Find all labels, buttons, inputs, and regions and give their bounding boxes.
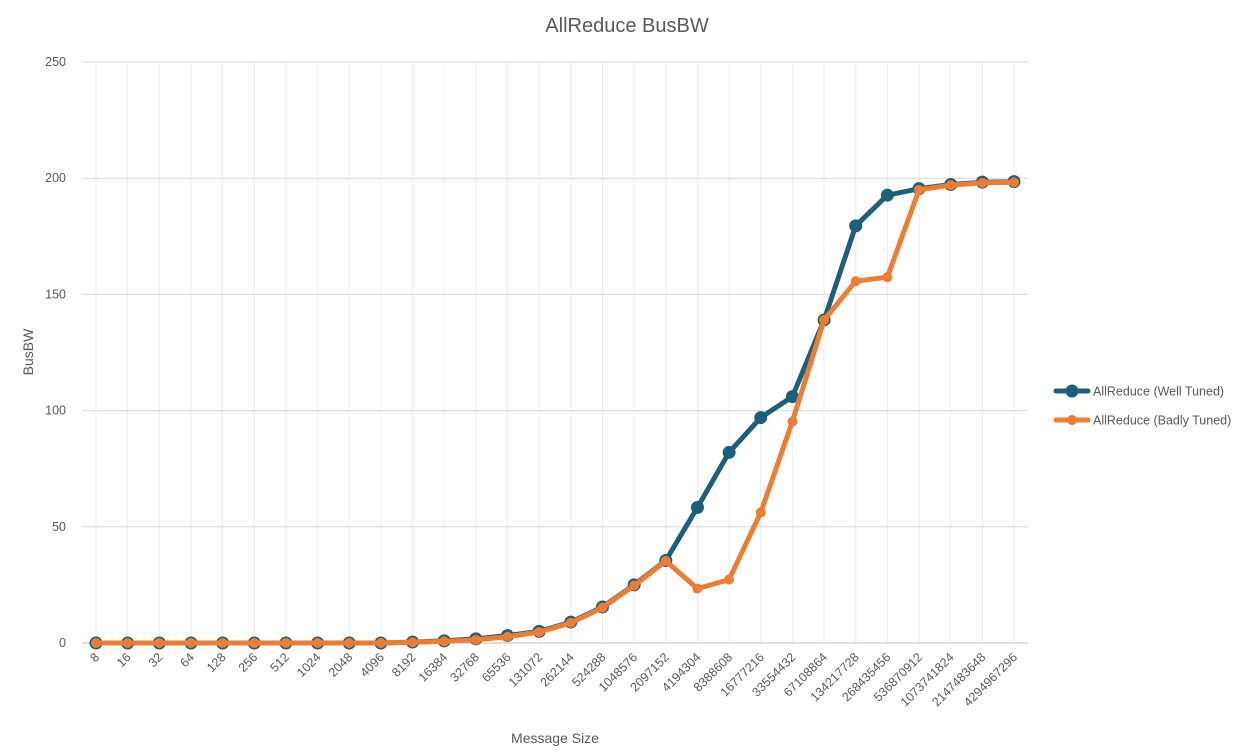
data-point: [754, 411, 768, 425]
x-tick-label: 1024: [294, 650, 324, 680]
y-tick-label: 100: [45, 404, 66, 418]
legend: AllReduce (Well Tuned) AllReduce (Badly T…: [1053, 384, 1231, 428]
x-tick-label: 64: [177, 650, 197, 670]
x-tick-label: 16: [114, 650, 134, 670]
data-point: [819, 314, 830, 325]
data-point: [312, 638, 323, 648]
data-point: [914, 184, 925, 195]
y-tick-label: 50: [52, 520, 66, 534]
data-point: [565, 617, 576, 628]
x-tick-label: 32: [146, 650, 166, 670]
data-point: [945, 180, 956, 191]
data-point: [344, 638, 355, 648]
legend-marker: [1065, 384, 1079, 398]
data-point: [407, 637, 418, 648]
x-tick-label: 262144: [538, 650, 577, 689]
y-tick-label: 250: [45, 55, 66, 69]
legend-label: AllReduce (Well Tuned): [1093, 385, 1224, 399]
x-tick-label: 8: [87, 650, 102, 665]
data-point: [502, 631, 513, 642]
legend-entry: AllReduce (Well Tuned): [1053, 384, 1224, 399]
data-point: [977, 177, 988, 188]
x-tick-label: 4096: [357, 650, 387, 680]
data-point: [849, 219, 863, 233]
data-point: [249, 638, 260, 648]
data-point: [375, 638, 386, 648]
data-point: [660, 555, 671, 566]
data-point: [122, 638, 133, 648]
gridlines: [82, 61, 1028, 644]
data-point: [785, 390, 799, 404]
data-point: [629, 580, 640, 591]
data-point: [154, 638, 165, 648]
x-tick-label: 128: [204, 650, 229, 675]
data-point: [217, 638, 228, 648]
data-point: [690, 501, 704, 515]
data-point: [755, 507, 766, 518]
series-badly-tuned: [91, 177, 1019, 648]
legend-label: AllReduce (Badly Tuned): [1093, 414, 1231, 428]
y-tick-label: 150: [45, 287, 66, 301]
legend-marker: [1067, 415, 1077, 425]
data-point: [724, 574, 735, 585]
data-point: [850, 276, 861, 287]
data-point: [185, 638, 196, 648]
x-tick-label: 2048: [326, 650, 356, 680]
data-point: [439, 636, 450, 647]
data-point: [91, 638, 101, 648]
series-layer: [89, 175, 1021, 650]
data-point: [280, 638, 291, 648]
data-point: [692, 583, 703, 594]
data-point: [470, 634, 481, 645]
legend-entry: AllReduce (Badly Tuned): [1053, 414, 1231, 428]
y-tick-label: 0: [59, 636, 66, 650]
x-tick-label: 32768: [448, 650, 483, 685]
y-axis-title: BusBW: [20, 328, 36, 375]
series-line: [93, 179, 1017, 646]
data-point: [597, 602, 608, 613]
x-tick-label: 16384: [416, 650, 451, 685]
data-point: [534, 627, 545, 638]
x-tick-label: 256: [236, 650, 261, 675]
y-tick-label: 200: [45, 171, 66, 185]
data-point: [882, 272, 893, 283]
series-line: [93, 179, 1017, 646]
data-point: [1009, 177, 1019, 188]
x-tick-label: 512: [267, 650, 292, 675]
chart-title: AllReduce BusBW: [545, 15, 709, 37]
x-tick-label: 131072: [506, 650, 545, 689]
data-point: [880, 188, 894, 202]
data-point: [722, 445, 736, 459]
data-point: [787, 416, 798, 427]
x-axis-title: Message Size: [511, 730, 599, 746]
series-well-tuned: [89, 175, 1021, 650]
x-tick-label: 8192: [389, 650, 419, 680]
